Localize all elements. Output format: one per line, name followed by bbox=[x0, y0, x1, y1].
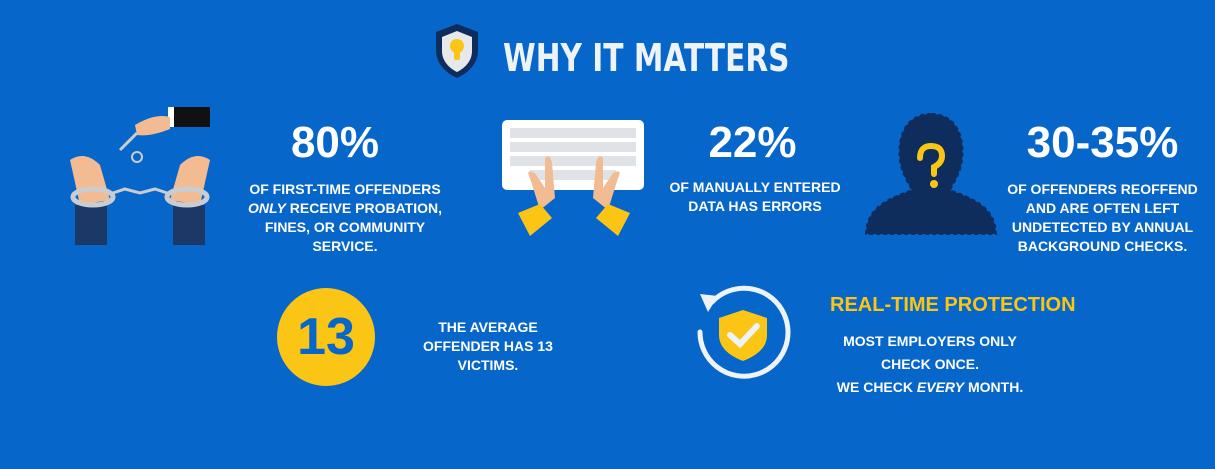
victims-badge: 13 bbox=[277, 288, 375, 386]
stat-value: 30-35% bbox=[1026, 118, 1179, 167]
victims-line: OFFENDER HAS 13 bbox=[423, 338, 553, 354]
stat-line: SERVICE. bbox=[312, 238, 378, 254]
protection-description: MOST EMPLOYERS ONLY CHECK ONCE. WE CHECK… bbox=[830, 330, 1030, 399]
victims-description: THE AVERAGE OFFENDER HAS 13 VICTIMS. bbox=[408, 318, 568, 375]
stat-value: 22% bbox=[708, 118, 797, 167]
stat-line: OF FIRST-TIME OFFENDERS bbox=[249, 181, 441, 197]
emphasis: EVERY bbox=[916, 379, 965, 395]
stat-line: DATA HAS ERRORS bbox=[688, 198, 822, 214]
victims-line: VICTIMS. bbox=[457, 357, 519, 373]
protection-line: CHECK ONCE. bbox=[880, 356, 979, 372]
emphasis: ONLY bbox=[248, 200, 286, 216]
stat-line: OF OFFENDERS REOFFEND bbox=[1007, 181, 1198, 197]
stat-line: OF MANUALLY ENTERED bbox=[669, 179, 841, 195]
protection-line: WE CHECK EVERY MONTH. bbox=[830, 376, 1030, 399]
page-title: WHY IT MATTERS bbox=[503, 36, 790, 80]
stat-line: BACKGROUND CHECKS. bbox=[1017, 238, 1188, 254]
victims-value: 13 bbox=[297, 308, 355, 366]
protection-text: MONTH. bbox=[964, 379, 1024, 395]
stat-line-rest: RECEIVE PROBATION, bbox=[285, 200, 442, 216]
victims-line: THE AVERAGE bbox=[438, 319, 538, 335]
protection-heading: REAL-TIME PROTECTION bbox=[830, 294, 1076, 316]
stat-value: 80% bbox=[290, 118, 380, 167]
protection-line: MOST EMPLOYERS ONLY bbox=[843, 333, 1017, 349]
stat-line: UNDETECTED BY ANNUAL bbox=[1011, 219, 1194, 235]
stat-description: OF FIRST-TIME OFFENDERS ONLY RECEIVE PRO… bbox=[235, 180, 455, 256]
stat-description: OF MANUALLY ENTERED DATA HAS ERRORS bbox=[655, 178, 855, 216]
stat-line: FINES, OR COMMUNITY bbox=[264, 219, 426, 235]
unknown-person-icon bbox=[864, 112, 998, 235]
stat-description: OF OFFENDERS REOFFEND AND ARE OFTEN LEFT… bbox=[1000, 180, 1205, 256]
stat-line: AND ARE OFTEN LEFT bbox=[1025, 200, 1180, 216]
handcuffs-key-icon bbox=[70, 107, 210, 245]
protection-text: WE CHECK bbox=[836, 379, 917, 395]
keyboard-typing-icon bbox=[502, 120, 644, 236]
refresh-shield-check-icon bbox=[697, 285, 791, 379]
stat-line: ONLY RECEIVE PROBATION, bbox=[235, 199, 455, 218]
shield-keyhole-icon bbox=[436, 24, 478, 78]
